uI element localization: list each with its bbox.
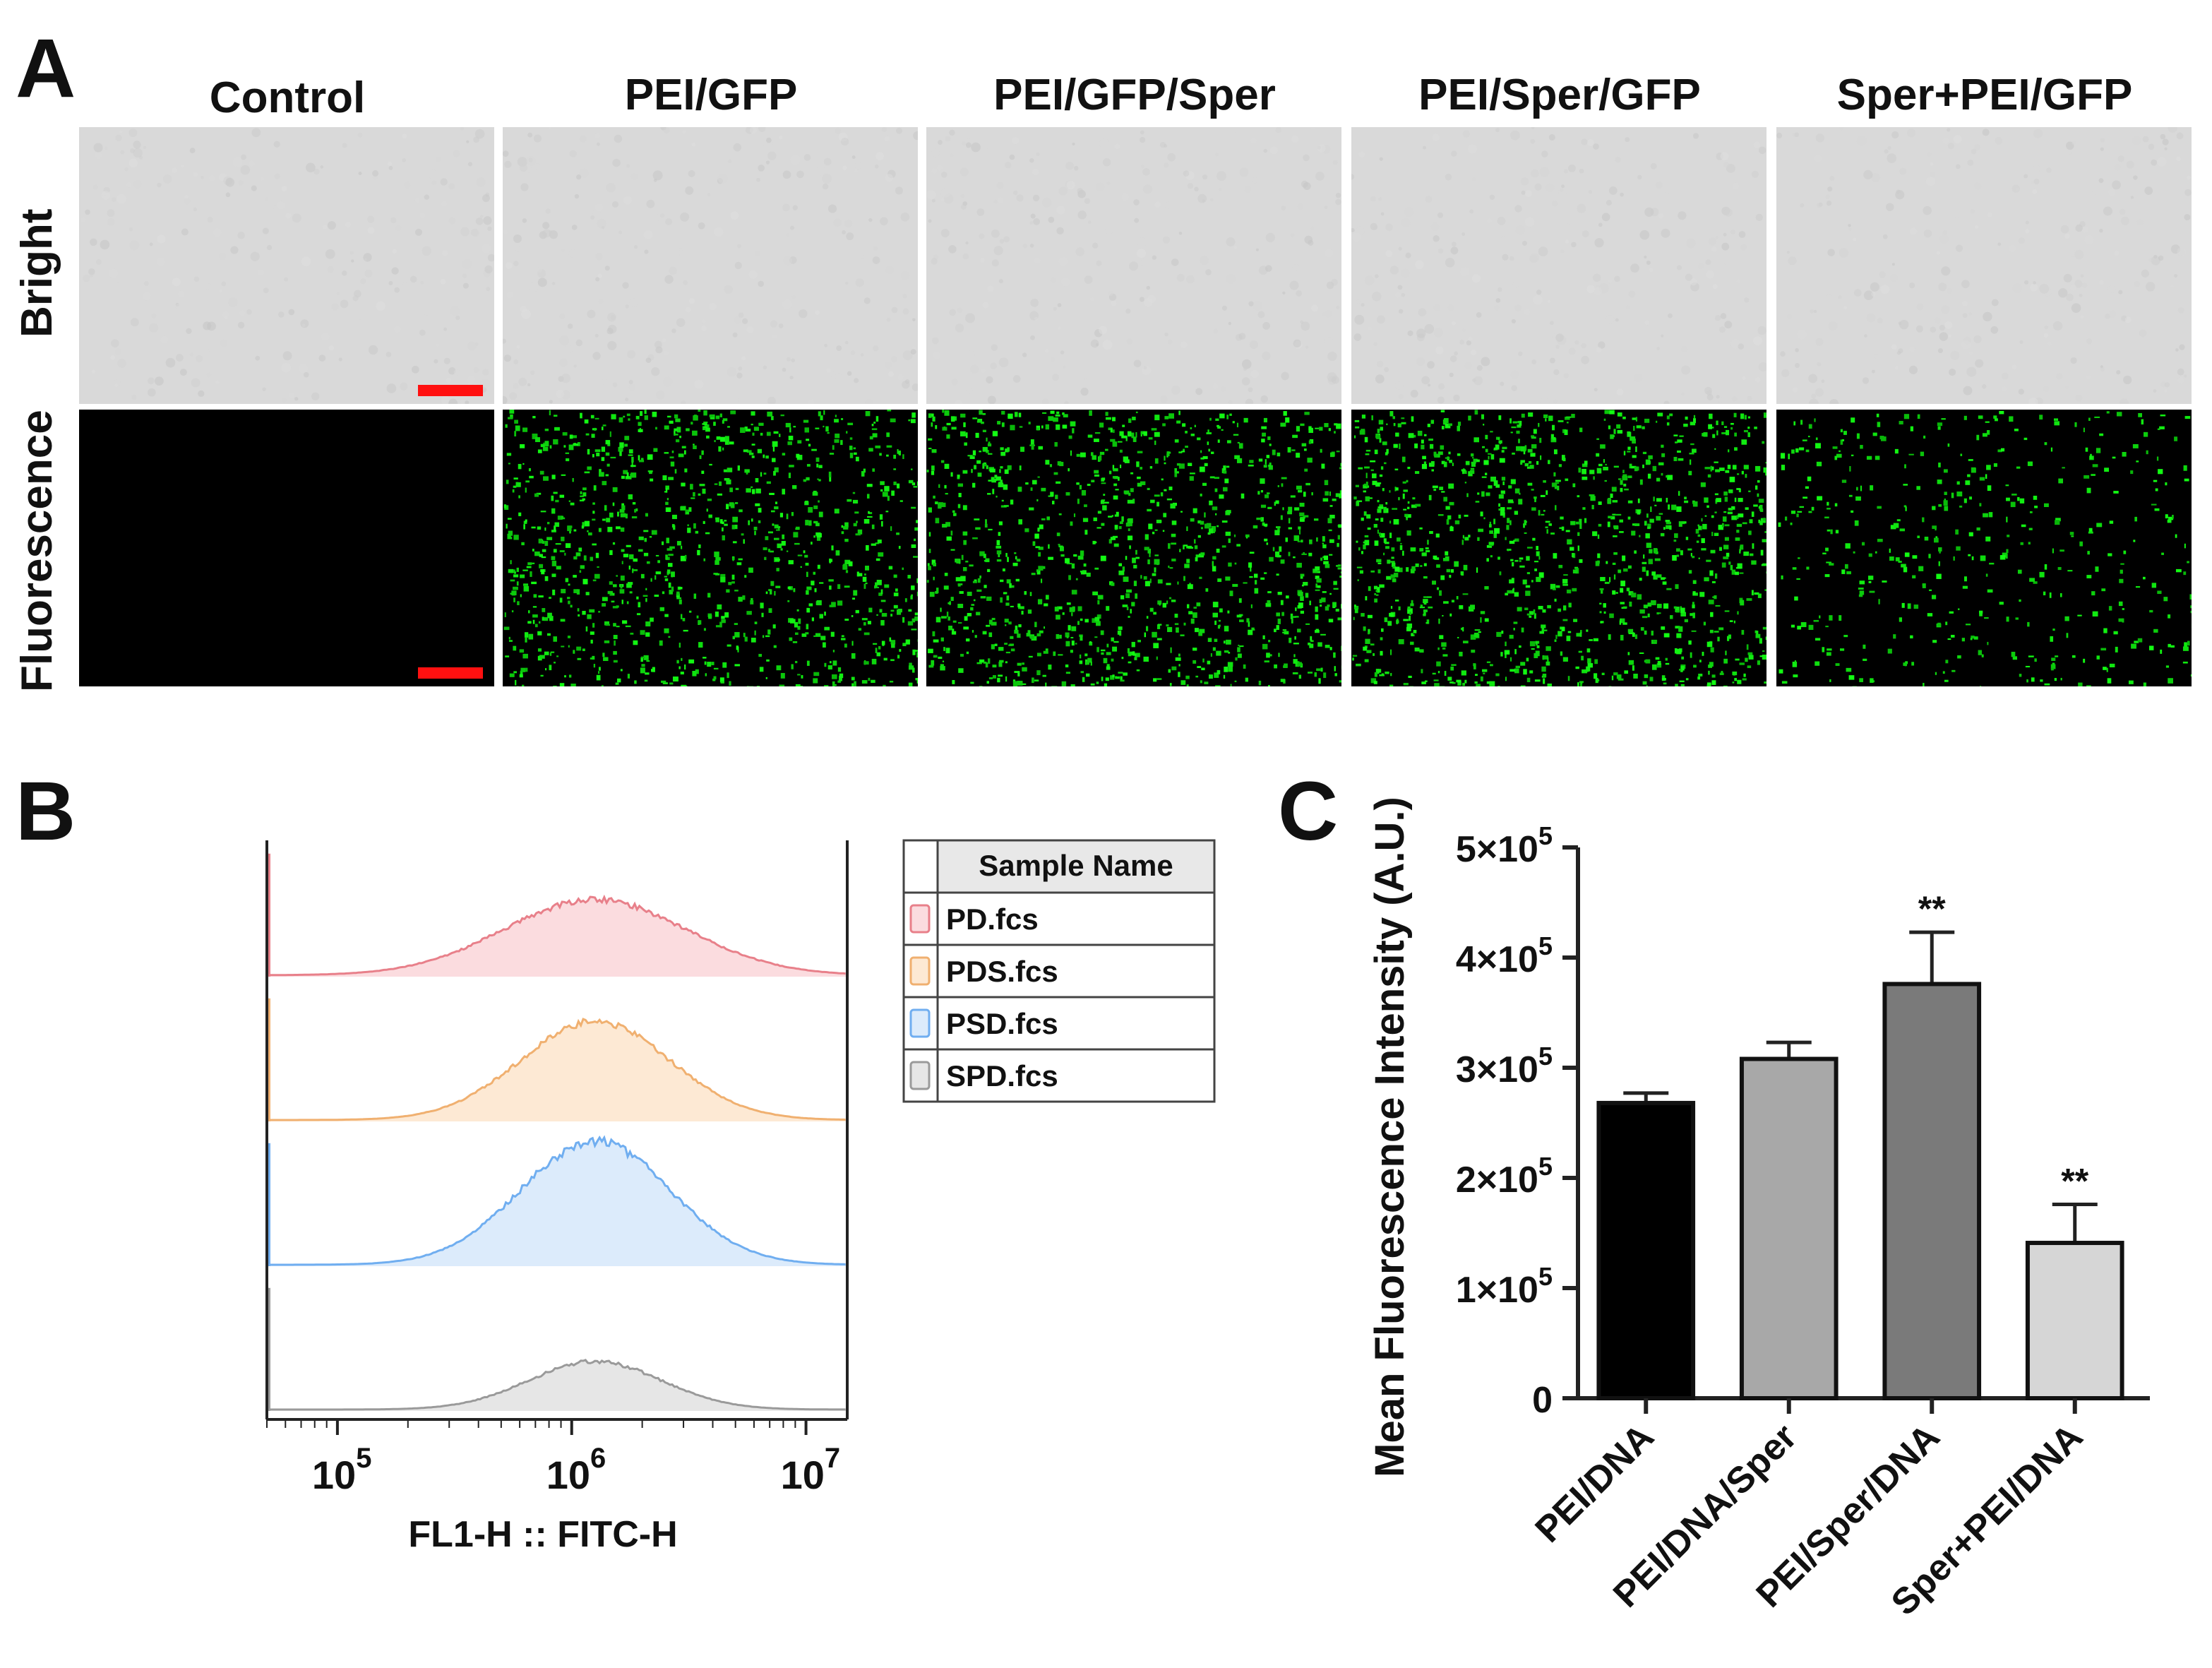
legend-swatch-3 (909, 1008, 931, 1038)
c-y-tick-label-5: 4×105 (1456, 931, 1553, 980)
panel-a-letter: A (16, 22, 76, 115)
histogram-fill-3 (267, 1137, 847, 1266)
column-title-sper-pei-gfp: Sper+PEI/GFP (1836, 71, 2133, 119)
histogram-line-2 (267, 1018, 846, 1121)
fluorescence-image-4 (1351, 410, 1766, 686)
histogram-line-1 (267, 894, 846, 977)
bright-field-image-5 (1776, 127, 2192, 404)
c-y-tick-label-1: 0 (1532, 1380, 1553, 1421)
legend-header (936, 839, 1216, 894)
scale-bar-1 (418, 385, 483, 396)
column-title-pei-sper-gfp: PEI/Sper/GFP (1418, 71, 1701, 119)
fluorescence-image-2 (503, 410, 918, 686)
c-significance-4: ** (2061, 1161, 2088, 1201)
column-title-pei-gfp-sper: PEI/GFP/Sper (993, 71, 1276, 119)
c-y-tick-label-6: 5×105 (1456, 821, 1553, 870)
c-y-tick-label-4: 3×105 (1456, 1042, 1553, 1090)
c-significance-3: ** (1918, 889, 1946, 929)
column-title-control: Control (209, 73, 366, 122)
c-bar-4 (2025, 1241, 2124, 1400)
bright-field-image-3 (926, 127, 1341, 404)
b-x-axis-label: FL1-H :: FITC-H (408, 1514, 677, 1555)
b-tick-label-1: 105 (312, 1443, 372, 1497)
histogram-fill-1 (267, 897, 847, 977)
c-bar-2 (1739, 1056, 1839, 1400)
c-y-tick-label-3: 2×105 (1456, 1152, 1553, 1201)
histogram-fill-4 (267, 1359, 847, 1411)
row-label-bright: Bright (13, 208, 61, 338)
histogram-fill-2 (267, 1019, 847, 1121)
legend-swatch-2 (909, 956, 931, 986)
b-tick-label-3: 107 (781, 1443, 841, 1497)
panel-b-letter: B (16, 765, 76, 858)
fluorescence-image-3 (926, 410, 1341, 686)
legend-swatch-1 (909, 904, 931, 934)
bright-field-image-4 (1351, 127, 1766, 404)
fluorescence-image-5 (1776, 410, 2192, 686)
b-tick-label-2: 106 (546, 1443, 606, 1497)
c-bar-3 (1882, 982, 1982, 1400)
bright-field-image-1 (79, 127, 494, 404)
histogram-line-3 (267, 1135, 846, 1266)
mean-fluorescence-bar-chart: 0 1×105 2×105 3×105 4×105 5×105 Mean Fluoresce… (1367, 797, 2150, 1624)
c-y-axis-label: Mean Fluorescence Intensity (A.U.) (1367, 797, 1413, 1477)
c-y-tick-label-2: 1×105 (1456, 1262, 1553, 1311)
legend-title: Sample Name (979, 849, 1173, 882)
c-bar-1 (1596, 1100, 1696, 1400)
histogram-line-4 (267, 1359, 846, 1411)
panel-c-letter: C (1278, 765, 1339, 858)
legend-swatch-4 (909, 1061, 931, 1090)
legend-label-1: PD.fcs (946, 902, 1039, 936)
legend-label-3: PSD.fcs (946, 1007, 1058, 1040)
fluorescence-image-1 (79, 410, 494, 686)
column-title-pei-gfp: PEI/GFP (624, 71, 798, 119)
c-category-label-1: PEI/DNA (1528, 1416, 1662, 1550)
bright-field-image-2 (503, 127, 918, 404)
legend-label-2: PDS.fcs (946, 955, 1058, 988)
row-label-fluorescence: Fluorescence (13, 410, 61, 692)
legend-label-4: SPD.fcs (946, 1059, 1058, 1092)
scale-bar-2 (418, 667, 483, 679)
